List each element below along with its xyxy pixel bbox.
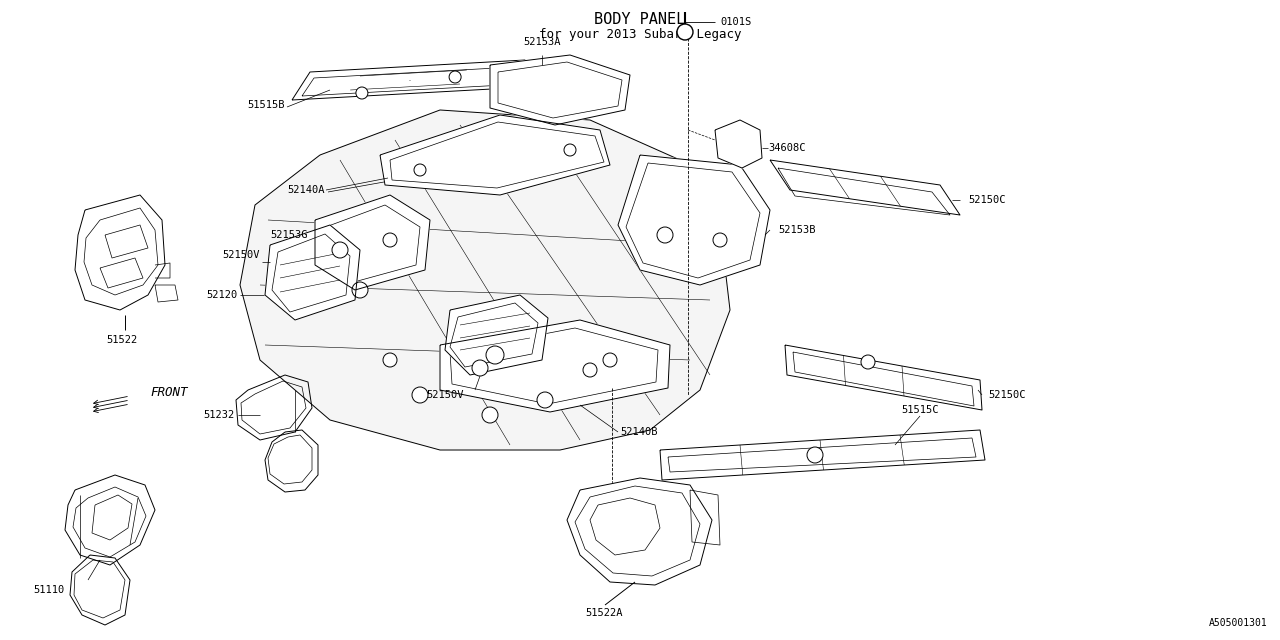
Circle shape xyxy=(483,407,498,423)
Circle shape xyxy=(472,360,488,376)
Text: 51522A: 51522A xyxy=(585,608,623,618)
Polygon shape xyxy=(618,155,771,285)
Polygon shape xyxy=(567,478,712,585)
Polygon shape xyxy=(265,225,360,320)
Polygon shape xyxy=(660,430,986,480)
Circle shape xyxy=(538,392,553,408)
Circle shape xyxy=(603,353,617,367)
Text: 34608C: 34608C xyxy=(768,143,805,153)
Circle shape xyxy=(412,387,428,403)
Circle shape xyxy=(449,71,461,83)
Circle shape xyxy=(356,87,367,99)
Circle shape xyxy=(413,164,426,176)
Circle shape xyxy=(713,233,727,247)
Text: for your 2013 Subaru Legacy: for your 2013 Subaru Legacy xyxy=(539,28,741,41)
Polygon shape xyxy=(65,475,155,565)
Circle shape xyxy=(352,282,369,298)
Text: 52140B: 52140B xyxy=(620,427,658,437)
Text: 51515C: 51515C xyxy=(901,405,938,415)
Polygon shape xyxy=(771,160,960,215)
Polygon shape xyxy=(440,320,669,412)
Polygon shape xyxy=(76,195,165,310)
Circle shape xyxy=(861,355,876,369)
Circle shape xyxy=(383,353,397,367)
Circle shape xyxy=(383,233,397,247)
Text: 52120: 52120 xyxy=(207,290,238,300)
Text: 51110: 51110 xyxy=(33,585,65,595)
Text: 52150C: 52150C xyxy=(968,195,1006,205)
Polygon shape xyxy=(70,555,131,625)
Polygon shape xyxy=(292,60,525,100)
Text: 51522: 51522 xyxy=(106,335,138,345)
Text: A505001301: A505001301 xyxy=(1210,618,1268,628)
Text: 52150C: 52150C xyxy=(988,390,1025,400)
Polygon shape xyxy=(785,345,982,410)
Circle shape xyxy=(657,227,673,243)
Polygon shape xyxy=(236,375,312,440)
Circle shape xyxy=(564,144,576,156)
Polygon shape xyxy=(265,430,317,492)
Text: FRONT: FRONT xyxy=(150,385,187,399)
Polygon shape xyxy=(380,115,611,195)
Text: 52153G: 52153G xyxy=(270,230,308,240)
Text: 52153B: 52153B xyxy=(778,225,815,235)
Polygon shape xyxy=(315,195,430,290)
Circle shape xyxy=(332,242,348,258)
Polygon shape xyxy=(490,55,630,125)
Text: 52140A: 52140A xyxy=(288,185,325,195)
Text: 0101S: 0101S xyxy=(719,17,751,27)
Circle shape xyxy=(677,24,692,40)
Polygon shape xyxy=(716,120,762,168)
Text: BODY PANEL: BODY PANEL xyxy=(594,12,686,27)
Text: 52153A: 52153A xyxy=(524,37,561,47)
Text: 51232: 51232 xyxy=(204,410,236,420)
Polygon shape xyxy=(445,295,548,375)
Circle shape xyxy=(582,363,596,377)
Circle shape xyxy=(486,346,504,364)
Text: 52150V: 52150V xyxy=(426,390,463,400)
Circle shape xyxy=(806,447,823,463)
Polygon shape xyxy=(241,110,730,450)
Text: 52150V: 52150V xyxy=(223,250,260,260)
Text: 51515B: 51515B xyxy=(247,100,285,110)
